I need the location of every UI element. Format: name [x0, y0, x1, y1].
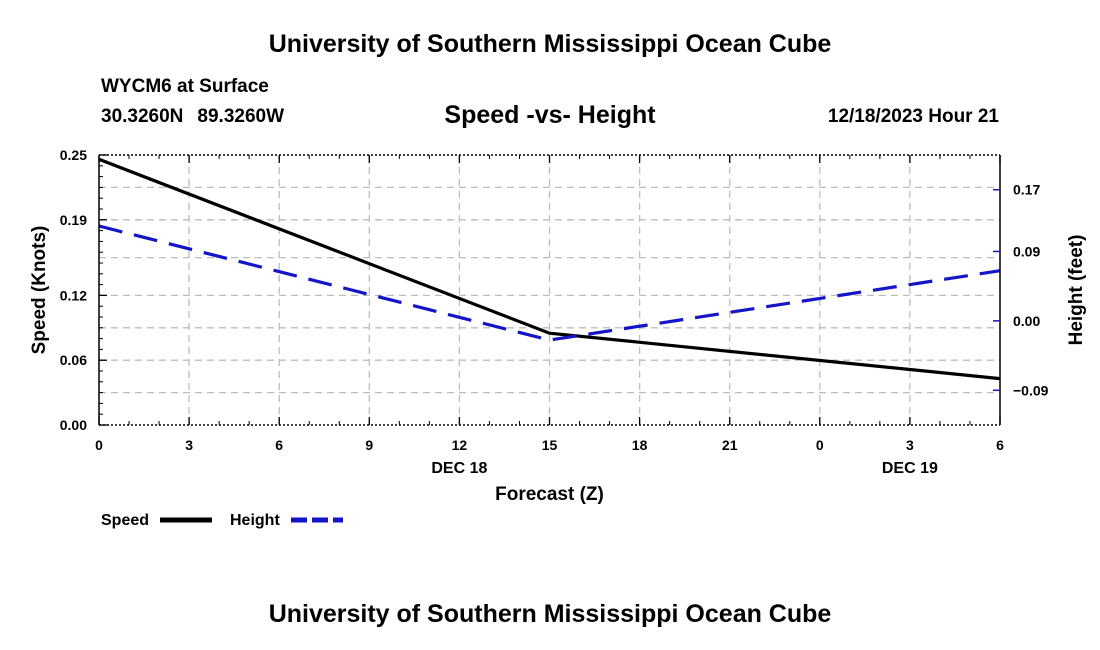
date-label: DEC 18 [431, 460, 487, 477]
date-label: DEC 19 [882, 460, 938, 477]
y2-tick-label: 0.09 [1013, 243, 1040, 259]
latitude: 30.3260N [101, 106, 184, 127]
series-layer [98, 157, 1001, 381]
series-line-height [98, 224, 1001, 342]
y2-tick-label: −0.09 [1013, 382, 1049, 398]
x-tick-label: 0 [95, 437, 103, 453]
chart-title: University of Southern Mississippi Ocean… [268, 30, 832, 58]
y-tick-label: 0.25 [60, 147, 87, 163]
longitude: 89.3260W [197, 106, 285, 127]
chart-subtitle: Speed -vs- Height [444, 101, 656, 129]
y2-tick-label: 0.17 [1013, 182, 1040, 198]
legend-label-speed: Speed [101, 512, 149, 529]
x-tick-label: 21 [722, 437, 738, 453]
x-tick-label: 3 [185, 437, 193, 453]
grid-layer [99, 155, 1000, 425]
legend: Speed Height [101, 512, 343, 529]
x-tick-label: 0 [816, 437, 824, 453]
footer-title: University of Southern Mississippi Ocean… [268, 600, 832, 628]
y-tick-label: 0.06 [60, 352, 87, 368]
y-tick-label: 0.00 [60, 417, 87, 433]
station-label: WYCM6 at Surface [101, 76, 269, 97]
y-tick-label: 0.12 [60, 287, 87, 303]
x-tick-label: 6 [275, 437, 283, 453]
coordinates: 30.3260N 89.3260W [101, 106, 284, 128]
x-axis-title: Forecast (Z) [495, 484, 604, 505]
series-line-speed [98, 157, 1001, 381]
y-axis-title: Speed (Knots) [29, 226, 50, 355]
x-tick-label: 12 [452, 437, 468, 453]
x-tick-label: 3 [906, 437, 914, 453]
x-tick-label: 18 [632, 437, 648, 453]
y2-tick-label: 0.00 [1013, 313, 1040, 329]
x-tick-label: 15 [542, 437, 558, 453]
y2-axis-title: Height (feet) [1066, 235, 1087, 346]
labels-layer: 0 3 6 9 12 15 18 21 0 3 6 0.00 0.06 0.12 0.19 0.25 −0.09… [29, 147, 1087, 505]
axes-layer [98, 154, 1001, 426]
legend-label-height: Height [230, 512, 280, 529]
x-tick-label: 9 [365, 437, 373, 453]
y-tick-label: 0.19 [60, 212, 87, 228]
forecast-datetime: 12/18/2023 Hour 21 [827, 106, 999, 127]
x-tick-label: 6 [996, 437, 1004, 453]
